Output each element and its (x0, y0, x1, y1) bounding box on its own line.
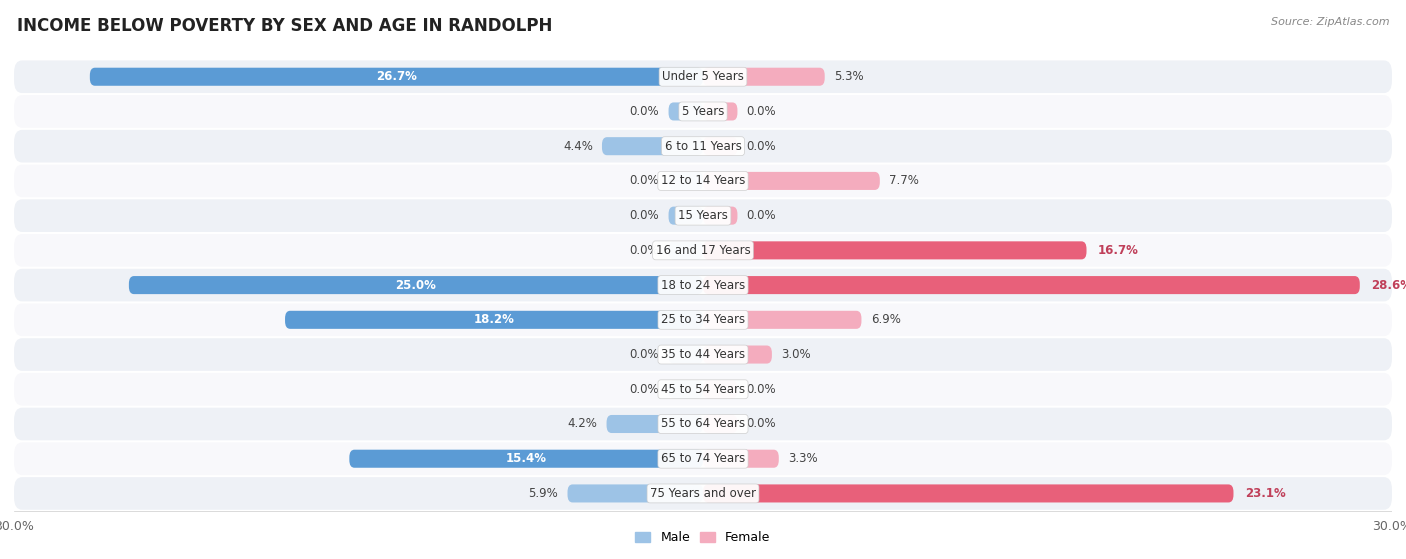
FancyBboxPatch shape (703, 241, 1087, 259)
Text: 6.9%: 6.9% (870, 313, 900, 326)
FancyBboxPatch shape (703, 415, 738, 433)
Text: 23.1%: 23.1% (1244, 487, 1285, 500)
Text: 4.2%: 4.2% (568, 418, 598, 430)
Text: 25.0%: 25.0% (395, 278, 436, 292)
Text: 0.0%: 0.0% (630, 244, 659, 257)
Text: 55 to 64 Years: 55 to 64 Years (661, 418, 745, 430)
FancyBboxPatch shape (14, 269, 1392, 301)
FancyBboxPatch shape (669, 345, 703, 363)
Text: 0.0%: 0.0% (630, 348, 659, 361)
FancyBboxPatch shape (14, 130, 1392, 163)
Text: 0.0%: 0.0% (747, 140, 776, 153)
FancyBboxPatch shape (14, 200, 1392, 232)
Text: 16 and 17 Years: 16 and 17 Years (655, 244, 751, 257)
FancyBboxPatch shape (129, 276, 703, 294)
Text: 6 to 11 Years: 6 to 11 Years (665, 140, 741, 153)
FancyBboxPatch shape (669, 102, 703, 121)
FancyBboxPatch shape (606, 415, 703, 433)
FancyBboxPatch shape (90, 68, 703, 86)
Text: 0.0%: 0.0% (747, 418, 776, 430)
Text: 18.2%: 18.2% (474, 313, 515, 326)
FancyBboxPatch shape (669, 380, 703, 399)
Text: 5.3%: 5.3% (834, 70, 863, 83)
Text: Source: ZipAtlas.com: Source: ZipAtlas.com (1271, 17, 1389, 27)
Text: 25 to 34 Years: 25 to 34 Years (661, 313, 745, 326)
Text: 0.0%: 0.0% (630, 174, 659, 187)
Text: 26.7%: 26.7% (375, 70, 416, 83)
Text: 7.7%: 7.7% (889, 174, 920, 187)
FancyBboxPatch shape (669, 241, 703, 259)
Text: 15 Years: 15 Years (678, 209, 728, 222)
FancyBboxPatch shape (703, 102, 738, 121)
FancyBboxPatch shape (703, 172, 880, 190)
FancyBboxPatch shape (703, 485, 1233, 503)
FancyBboxPatch shape (14, 373, 1392, 406)
Text: 3.0%: 3.0% (782, 348, 811, 361)
FancyBboxPatch shape (703, 345, 772, 363)
Text: 65 to 74 Years: 65 to 74 Years (661, 452, 745, 465)
Text: 0.0%: 0.0% (630, 209, 659, 222)
FancyBboxPatch shape (14, 164, 1392, 197)
FancyBboxPatch shape (703, 276, 1360, 294)
FancyBboxPatch shape (703, 449, 779, 468)
Text: 16.7%: 16.7% (1098, 244, 1139, 257)
FancyBboxPatch shape (703, 137, 738, 155)
Text: 35 to 44 Years: 35 to 44 Years (661, 348, 745, 361)
Text: 5 Years: 5 Years (682, 105, 724, 118)
Text: 4.4%: 4.4% (562, 140, 593, 153)
Text: 75 Years and over: 75 Years and over (650, 487, 756, 500)
FancyBboxPatch shape (14, 442, 1392, 475)
FancyBboxPatch shape (14, 60, 1392, 93)
FancyBboxPatch shape (14, 95, 1392, 128)
FancyBboxPatch shape (669, 172, 703, 190)
Text: 0.0%: 0.0% (630, 105, 659, 118)
Text: 0.0%: 0.0% (747, 209, 776, 222)
Text: 0.0%: 0.0% (747, 105, 776, 118)
FancyBboxPatch shape (14, 234, 1392, 267)
FancyBboxPatch shape (703, 68, 825, 86)
Text: INCOME BELOW POVERTY BY SEX AND AGE IN RANDOLPH: INCOME BELOW POVERTY BY SEX AND AGE IN R… (17, 17, 553, 35)
Text: 0.0%: 0.0% (747, 383, 776, 396)
Text: 5.9%: 5.9% (529, 487, 558, 500)
FancyBboxPatch shape (14, 408, 1392, 440)
Text: 28.6%: 28.6% (1371, 278, 1406, 292)
Text: Under 5 Years: Under 5 Years (662, 70, 744, 83)
FancyBboxPatch shape (703, 311, 862, 329)
FancyBboxPatch shape (568, 485, 703, 503)
FancyBboxPatch shape (602, 137, 703, 155)
Text: 12 to 14 Years: 12 to 14 Years (661, 174, 745, 187)
Legend: Male, Female: Male, Female (630, 526, 776, 549)
Text: 3.3%: 3.3% (787, 452, 818, 465)
FancyBboxPatch shape (669, 207, 703, 225)
Text: 18 to 24 Years: 18 to 24 Years (661, 278, 745, 292)
FancyBboxPatch shape (703, 380, 738, 399)
FancyBboxPatch shape (349, 449, 703, 468)
FancyBboxPatch shape (14, 338, 1392, 371)
FancyBboxPatch shape (703, 207, 738, 225)
FancyBboxPatch shape (285, 311, 703, 329)
FancyBboxPatch shape (14, 477, 1392, 510)
Text: 15.4%: 15.4% (506, 452, 547, 465)
Text: 45 to 54 Years: 45 to 54 Years (661, 383, 745, 396)
Text: 0.0%: 0.0% (630, 383, 659, 396)
FancyBboxPatch shape (14, 304, 1392, 336)
